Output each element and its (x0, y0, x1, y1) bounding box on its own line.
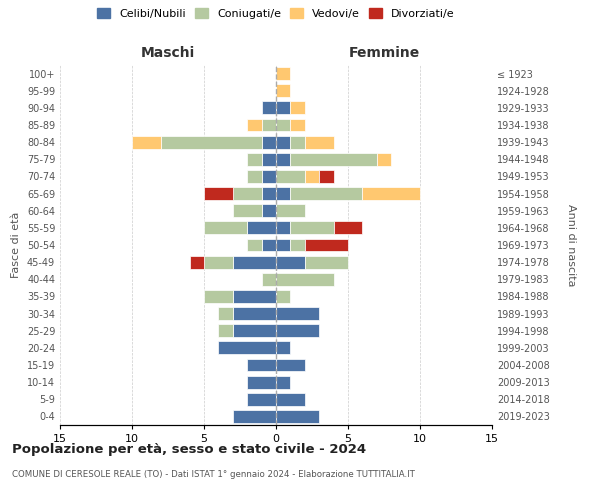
Bar (334, 222, 362, 234)
Bar (305, 238, 348, 252)
Bar (218, 324, 233, 337)
Bar (276, 324, 319, 337)
Bar (276, 118, 290, 132)
Bar (377, 153, 391, 166)
Bar (204, 290, 233, 303)
Bar (204, 256, 233, 268)
Bar (362, 187, 420, 200)
Bar (276, 307, 319, 320)
Y-axis label: Fasce di età: Fasce di età (11, 212, 21, 278)
Bar (276, 204, 305, 217)
Bar (233, 307, 276, 320)
Bar (218, 342, 276, 354)
Bar (276, 256, 305, 268)
Bar (276, 170, 305, 183)
Bar (290, 118, 305, 132)
Bar (290, 238, 305, 252)
Bar (247, 153, 262, 166)
Bar (204, 222, 247, 234)
Bar (276, 238, 290, 252)
Bar (132, 136, 161, 148)
Bar (161, 136, 262, 148)
Bar (247, 358, 276, 372)
Bar (262, 136, 276, 148)
Bar (233, 256, 276, 268)
Bar (233, 290, 276, 303)
Text: COMUNE DI CERESOLE REALE (TO) - Dati ISTAT 1° gennaio 2024 - Elaborazione TUTTIT: COMUNE DI CERESOLE REALE (TO) - Dati IST… (12, 470, 415, 479)
Bar (276, 136, 290, 148)
Bar (276, 153, 290, 166)
Bar (262, 273, 276, 285)
Bar (262, 187, 276, 200)
Bar (276, 358, 305, 372)
Bar (262, 102, 276, 114)
Bar (290, 187, 362, 200)
Bar (262, 238, 276, 252)
Bar (276, 102, 290, 114)
Bar (233, 204, 262, 217)
Bar (305, 170, 319, 183)
Bar (233, 187, 262, 200)
Text: Popolazione per età, sesso e stato civile - 2024: Popolazione per età, sesso e stato civil… (12, 442, 366, 456)
Text: Maschi: Maschi (141, 46, 195, 60)
Bar (290, 222, 334, 234)
Bar (276, 376, 290, 388)
Bar (247, 238, 262, 252)
Bar (262, 170, 276, 183)
Bar (190, 256, 204, 268)
Bar (204, 187, 233, 200)
Bar (247, 376, 276, 388)
Bar (247, 118, 262, 132)
Bar (233, 324, 276, 337)
Bar (233, 410, 276, 423)
Bar (305, 136, 334, 148)
Text: Femmine: Femmine (349, 46, 419, 60)
Bar (276, 342, 290, 354)
Bar (247, 222, 276, 234)
Bar (218, 307, 233, 320)
Bar (276, 67, 290, 80)
Bar (276, 84, 290, 97)
Bar (247, 393, 276, 406)
Bar (262, 204, 276, 217)
Bar (276, 187, 290, 200)
Bar (262, 153, 276, 166)
Bar (276, 290, 290, 303)
Bar (276, 273, 334, 285)
Bar (290, 102, 305, 114)
Bar (276, 410, 319, 423)
Bar (305, 256, 348, 268)
Bar (247, 170, 262, 183)
Bar (276, 222, 290, 234)
Bar (290, 153, 377, 166)
Bar (319, 170, 334, 183)
Bar (276, 393, 305, 406)
Bar (262, 118, 276, 132)
Bar (290, 136, 305, 148)
Legend: Celibi/Nubili, Coniugati/e, Vedovi/e, Divorziati/e: Celibi/Nubili, Coniugati/e, Vedovi/e, Di… (97, 8, 455, 19)
Y-axis label: Anni di nascita: Anni di nascita (566, 204, 577, 286)
